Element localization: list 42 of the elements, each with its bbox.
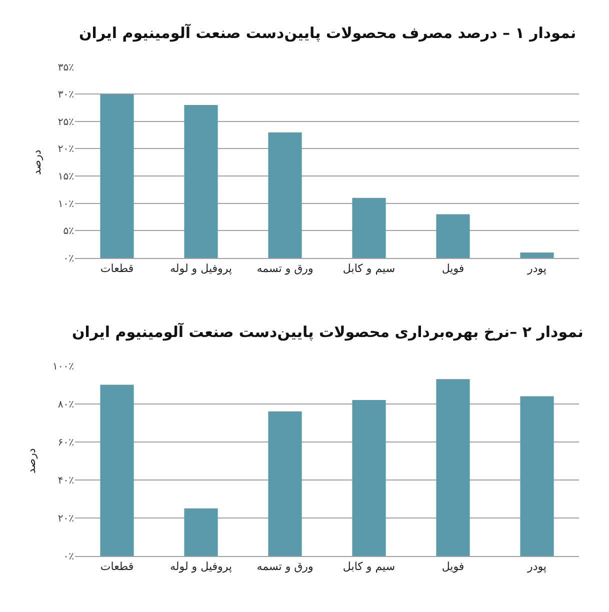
x-tick-label: پودر xyxy=(526,560,546,574)
x-tick-label: فویل xyxy=(442,560,464,574)
x-tick-label: پروفیل و لوله xyxy=(170,560,232,574)
bar xyxy=(268,411,302,556)
x-tick-label: سیم و کابل xyxy=(342,560,396,574)
y-tick-label: ۲۰٪ xyxy=(58,144,74,156)
chart-title: نمودار ۱ – درصد مصرف محصولات پایین‌دست صنعت آلومینیوم ایران xyxy=(79,23,576,42)
bar xyxy=(520,396,554,556)
chart-title: نمودار ۲ –نرخ بهره‌برداری محصولات پایین‌دست صنعت آلومینیوم ایران xyxy=(72,322,584,341)
y-axis-title: درصد xyxy=(30,150,44,176)
y-tick-label: ۱۰۰٪ xyxy=(52,361,74,372)
bar xyxy=(268,132,302,258)
y-tick-label: ۲۵٪ xyxy=(58,116,74,128)
y-tick-label: ۲۰٪ xyxy=(58,513,74,524)
bar xyxy=(100,94,134,258)
y-tick-label: ۶۰٪ xyxy=(58,437,74,448)
bar xyxy=(436,214,470,258)
bar xyxy=(436,379,470,556)
bar xyxy=(184,105,218,258)
y-axis-title: درصد xyxy=(25,448,38,474)
y-tick-label: ۰٪ xyxy=(63,253,74,264)
y-tick-label: ۳۵٪ xyxy=(58,62,74,74)
x-tick-label: پودر xyxy=(526,262,546,276)
y-tick-label: ۴۰٪ xyxy=(58,475,74,486)
bar xyxy=(184,508,218,556)
bar xyxy=(352,400,386,556)
x-tick-label: ورق و تسمه xyxy=(256,262,314,276)
y-tick-label: ۳۰٪ xyxy=(58,90,74,101)
y-tick-label: ۰٪ xyxy=(63,551,74,562)
bar xyxy=(352,198,386,258)
y-tick-label: ۵٪ xyxy=(63,226,74,238)
x-tick-label: قطعات xyxy=(100,262,134,276)
y-tick-label: ۱۰٪ xyxy=(58,198,74,210)
x-tick-label: ورق و تسمه xyxy=(256,560,314,574)
x-tick-label: پروفیل و لوله xyxy=(170,262,232,276)
x-tick-label: سیم و کابل xyxy=(342,262,396,276)
y-tick-label: ۸۰٪ xyxy=(58,399,74,410)
y-tick-label: ۱۵٪ xyxy=(58,172,74,183)
x-tick-label: قطعات xyxy=(100,560,134,574)
bar xyxy=(520,252,554,258)
bar xyxy=(100,384,134,556)
x-tick-label: فویل xyxy=(442,262,464,276)
